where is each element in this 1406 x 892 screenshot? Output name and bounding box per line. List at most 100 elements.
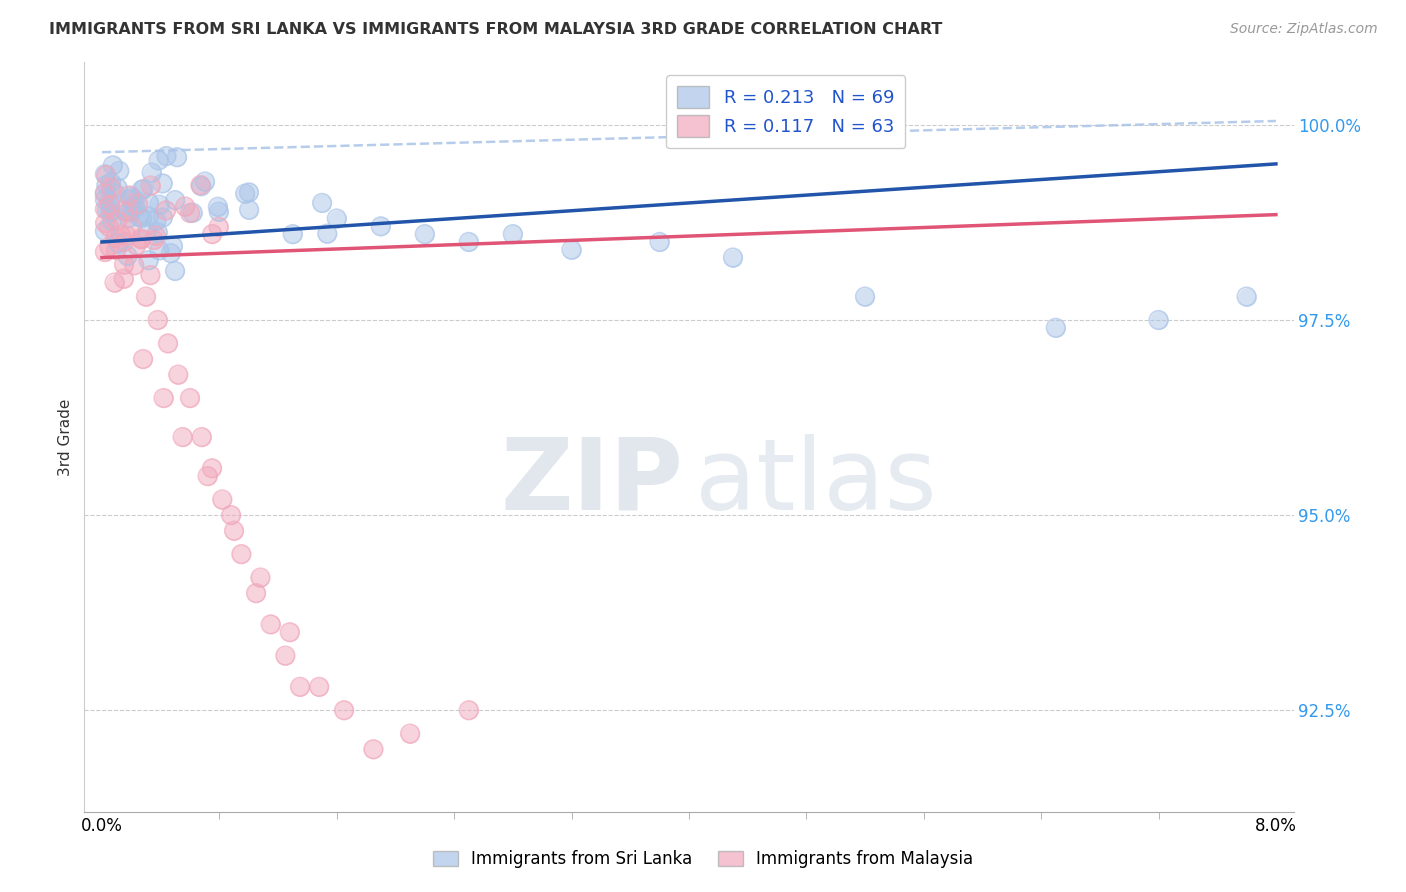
Point (308, 680, 330, 694)
Point (194, 175, 217, 189)
Point (238, 202, 260, 217)
Point (118, 192, 141, 206)
Point (201, 461, 224, 475)
Point (94, 193, 117, 207)
Point (136, 224, 159, 238)
Point (155, 203, 177, 218)
Point (370, 219, 392, 234)
Point (135, 289, 157, 303)
Point (648, 235, 671, 249)
Point (219, 508, 242, 522)
Point (238, 186, 260, 200)
Point (98, 203, 121, 218)
Point (245, 586, 267, 600)
Point (100, 181, 122, 195)
Point (97, 219, 120, 234)
Point (100, 175, 122, 189)
Text: ZIP: ZIP (501, 434, 683, 531)
Point (118, 211, 141, 225)
Point (100, 175, 122, 189)
Point (145, 214, 167, 228)
Point (105, 213, 128, 227)
Point (131, 183, 153, 197)
Point (94, 216, 117, 230)
Point (166, 150, 188, 164)
Point (131, 211, 153, 225)
Point (457, 235, 479, 249)
Point (413, 227, 436, 241)
Point (457, 703, 479, 717)
Point (194, 175, 217, 189)
Point (274, 648, 297, 663)
Point (112, 271, 135, 285)
Point (152, 391, 174, 405)
Point (94, 167, 117, 181)
Point (208, 219, 231, 234)
Point (853, 289, 876, 303)
Point (118, 204, 141, 219)
Point (101, 158, 124, 172)
Point (138, 210, 160, 224)
Point (94, 245, 117, 260)
Point (174, 200, 197, 214)
Point (142, 233, 165, 247)
Point (104, 231, 127, 245)
Point (179, 206, 201, 220)
Point (94, 224, 117, 238)
Point (104, 186, 127, 201)
Point (208, 219, 231, 234)
Point (94, 202, 117, 216)
Point (721, 251, 744, 265)
Point (121, 190, 143, 204)
Point (648, 235, 671, 249)
Point (118, 192, 141, 206)
Point (131, 183, 153, 197)
Point (181, 205, 204, 219)
Point (96, 178, 118, 192)
Point (129, 231, 152, 245)
Point (152, 177, 174, 191)
Point (160, 246, 183, 260)
Point (112, 203, 135, 218)
Point (156, 336, 179, 351)
Point (96, 169, 118, 183)
Point (208, 204, 231, 219)
Point (561, 243, 583, 257)
Point (288, 680, 311, 694)
Point (260, 617, 283, 632)
Point (98, 194, 121, 209)
Point (1236, 289, 1258, 303)
Point (96, 178, 118, 192)
Point (107, 236, 129, 251)
Point (278, 625, 301, 640)
Point (115, 228, 138, 243)
Point (146, 313, 169, 327)
Point (141, 165, 163, 179)
Point (117, 205, 139, 219)
Point (148, 153, 170, 168)
Point (94, 186, 117, 200)
Point (165, 193, 187, 207)
Point (160, 246, 183, 260)
Point (326, 211, 349, 226)
Point (112, 235, 135, 249)
Point (110, 227, 132, 242)
Point (274, 648, 297, 663)
Point (238, 186, 260, 200)
Point (132, 182, 155, 196)
Point (457, 235, 479, 249)
Point (148, 197, 170, 211)
Point (155, 203, 177, 218)
Point (101, 158, 124, 172)
Point (326, 211, 349, 226)
Point (245, 586, 267, 600)
Point (94, 167, 117, 181)
Point (211, 492, 233, 507)
Point (94, 186, 117, 200)
Point (104, 186, 127, 201)
Point (152, 177, 174, 191)
Point (108, 163, 131, 178)
Point (190, 178, 212, 193)
Point (98, 203, 121, 218)
Point (98, 194, 121, 209)
